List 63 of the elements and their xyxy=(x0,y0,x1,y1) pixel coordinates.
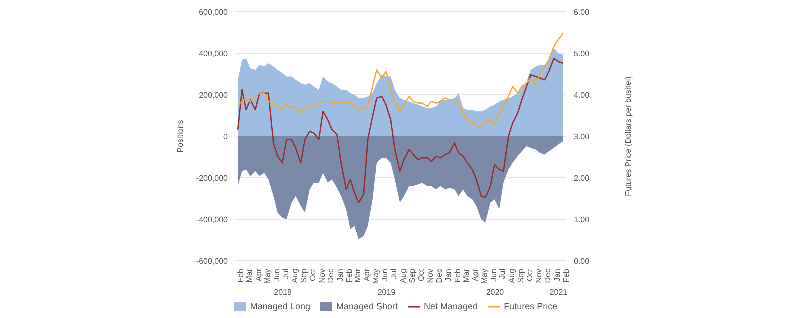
x-tick-label: Nov xyxy=(534,269,544,284)
x-tick-label: Sep xyxy=(408,268,417,284)
x-tick-label: Aug xyxy=(290,269,300,284)
y-axis-title: Positions xyxy=(176,120,185,153)
y-tick-label: -400,000 xyxy=(196,215,229,224)
x-tick-label: Aug xyxy=(398,269,408,284)
y2-tick-label: 0.00 xyxy=(574,256,590,266)
x-tick-label: Feb xyxy=(345,268,354,283)
x-tick-label: Dec xyxy=(544,269,553,284)
y-tick-label: 400,000 xyxy=(199,49,229,58)
x-tick-label: Oct xyxy=(308,268,318,282)
y-tick-label: 0 xyxy=(224,132,229,142)
x-tick-label: May xyxy=(263,269,272,284)
x-tick-label: Jan xyxy=(444,269,454,282)
y2-tick-label: 5.00 xyxy=(574,49,590,58)
legend-label: Managed Short xyxy=(336,301,398,312)
x-tick-label: Apr xyxy=(471,268,480,282)
x-tick-label: Apr xyxy=(254,268,264,282)
x-tick-label: Sep xyxy=(516,268,526,284)
legend-label: Net Managed xyxy=(424,301,478,312)
x-tick-label: Dec xyxy=(434,269,444,284)
y2-tick-label: 2.00 xyxy=(574,174,590,183)
line-series xyxy=(237,58,564,204)
x-tick-label: May xyxy=(371,269,380,284)
x-tick-label: May xyxy=(480,269,490,284)
x-tick-label: Jul xyxy=(390,268,399,280)
x-tick-label: Mar xyxy=(462,268,471,283)
y2-tick-label: 4.00 xyxy=(574,90,590,100)
x-tick-label: Feb xyxy=(562,268,572,283)
y2-tick-label: 3.00 xyxy=(574,132,590,142)
x-tick-label: Nov xyxy=(318,269,327,284)
x-tick-label: Jul xyxy=(498,268,508,280)
x-tick-label: Apr xyxy=(362,268,372,282)
x-tick-label: Oct xyxy=(416,268,426,282)
y-tick-label: 600,000 xyxy=(199,8,229,17)
y2-tick-label: 1.00 xyxy=(574,215,590,224)
legend-label: Managed Long xyxy=(250,301,310,312)
y2-tick-label: 6.00 xyxy=(574,8,590,17)
y-tick-label: -200,000 xyxy=(196,174,229,183)
x-tick-label: Jul xyxy=(281,268,290,280)
x-tick-label: Jan xyxy=(336,269,345,282)
text: 2019 xyxy=(378,288,396,297)
x-tick-label: Jun xyxy=(380,269,390,282)
line-series xyxy=(237,32,564,129)
x-tick-label: Feb xyxy=(236,268,246,283)
x-tick-label: Jun xyxy=(489,269,498,282)
text: 2020 xyxy=(486,288,505,297)
x-tick-label: Sep xyxy=(300,268,309,284)
y-tick-label: -600,000 xyxy=(196,256,229,266)
x-tick-label: Jun xyxy=(272,269,282,282)
text: 2021 xyxy=(550,288,568,297)
x-tick-label: Dec xyxy=(326,269,336,284)
legend-label: Futures Price xyxy=(504,301,558,312)
x-tick-label: Jan xyxy=(552,269,562,282)
y-tick-label: 200,000 xyxy=(199,90,229,100)
y2-axis-title: Futures Price (Dollars per bushel) xyxy=(624,76,633,196)
x-tick-label: Mar xyxy=(245,268,254,283)
x-tick-label: Mar xyxy=(353,268,362,283)
text: 2018 xyxy=(274,288,292,297)
x-tick-label: Aug xyxy=(507,269,516,284)
x-tick-label: Nov xyxy=(426,269,436,284)
x-tick-label: Oct xyxy=(526,268,535,282)
x-tick-label: Feb xyxy=(453,268,462,283)
